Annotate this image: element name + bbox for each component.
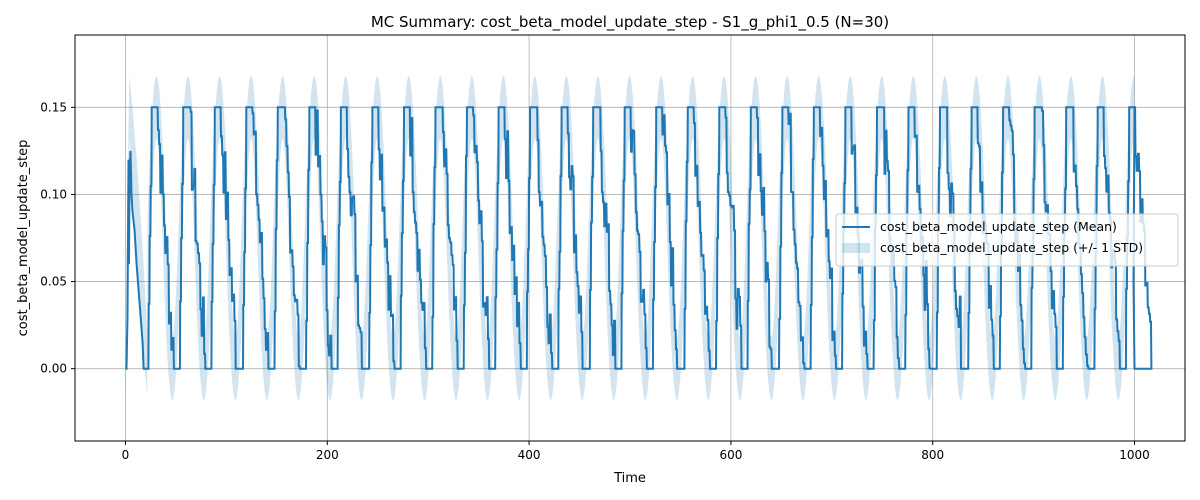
legend-band-swatch (842, 243, 870, 253)
legend-box (835, 213, 1179, 267)
y-ticks: 0.00 0.05 0.10 0.15 (40, 100, 75, 376)
plot-frame (74, 34, 1186, 442)
x-tick-label: 400 (518, 448, 541, 462)
y-tick-label: 0.15 (40, 100, 67, 114)
x-tick-label: 200 (316, 448, 339, 462)
chart-title: MC Summary: cost_beta_model_update_step … (371, 13, 889, 32)
y-tick-label: 0.00 (40, 362, 67, 376)
x-ticks: 0 200 400 600 800 1000 (122, 441, 1150, 462)
y-tick-label: 0.10 (40, 187, 67, 201)
y-axis-label: cost_beta_model_update_step (16, 140, 31, 337)
legend-band-label: cost_beta_model_update_step (+/- 1 STD) (880, 240, 1143, 255)
legend: cost_beta_model_update_step (Mean) cost_… (835, 213, 1179, 267)
x-tick-label: 1000 (1119, 448, 1150, 462)
x-axis-label: Time (613, 471, 646, 486)
x-tick-label: 800 (921, 448, 944, 462)
legend-mean-label: cost_beta_model_update_step (Mean) (880, 219, 1117, 234)
x-tick-label: 600 (719, 448, 742, 462)
x-tick-label: 0 (122, 448, 130, 462)
y-tick-label: 0.05 (40, 275, 67, 289)
